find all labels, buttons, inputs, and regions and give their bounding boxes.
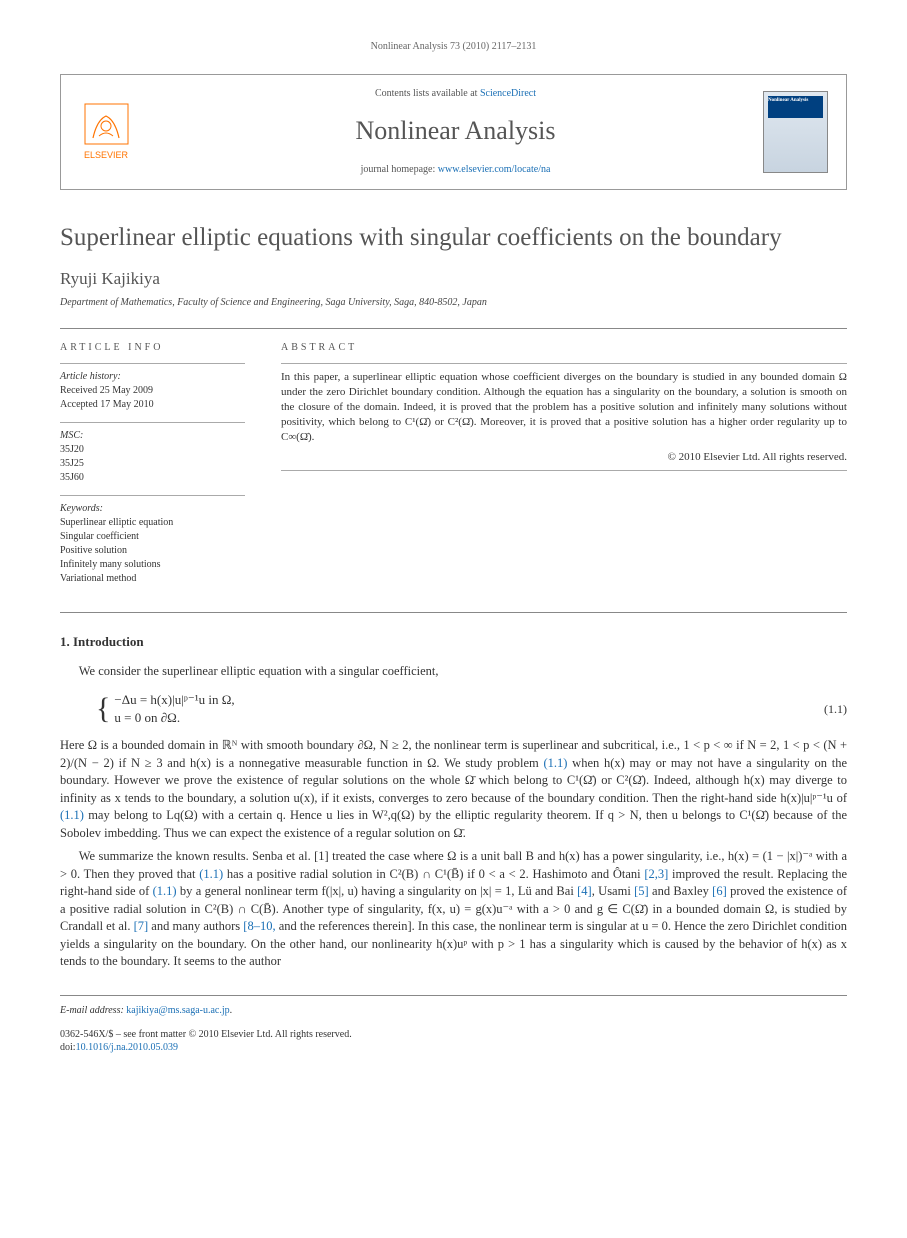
msc-label: MSC:: [60, 429, 245, 443]
text-span: has a positive radial solution in C²(B) …: [223, 867, 644, 881]
info-divider-3: [60, 495, 245, 496]
msc-code: 35J20: [60, 443, 245, 457]
keyword: Positive solution: [60, 544, 245, 558]
text-span: , Usami: [592, 884, 634, 898]
divider-top: [60, 328, 847, 329]
text-span: and many authors: [148, 919, 243, 933]
history-label: Article history:: [60, 370, 245, 384]
publisher-logo-text: ELSEVIER: [84, 150, 129, 160]
brace-icon: {: [96, 694, 110, 724]
divider-mid: [60, 612, 847, 613]
article-title: Superlinear elliptic equations with sing…: [60, 220, 847, 255]
msc-code: 35J25: [60, 457, 245, 471]
footer-email-line: E-mail address: kajikiya@ms.saga-u.ac.jp…: [60, 1004, 847, 1018]
homepage-prefix: journal homepage:: [361, 164, 438, 175]
cite-ref-link[interactable]: [6]: [712, 884, 727, 898]
cover-thumb-title: Nonlinear Analysis: [768, 98, 823, 104]
abstract-divider-top: [281, 363, 847, 364]
equation-1-1: { −Δu = h(x)|u|ᵖ⁻¹u in Ω, u = 0 on ∂Ω. (…: [96, 691, 847, 727]
intro-para-1: We consider the superlinear elliptic equ…: [60, 663, 847, 681]
page-container: Nonlinear Analysis 73 (2010) 2117–2131 E…: [0, 0, 907, 1094]
journal-header-row: ELSEVIER Contents lists available at Sci…: [79, 87, 828, 177]
meta-row: ARTICLE INFO Article history: Received 2…: [60, 341, 847, 596]
equation-body: { −Δu = h(x)|u|ᵖ⁻¹u in Ω, u = 0 on ∂Ω.: [96, 691, 801, 727]
equation-number: (1.1): [801, 701, 847, 718]
cite-ref-link[interactable]: [8–10,: [243, 919, 275, 933]
intro-para-3: We summarize the known results. Senba et…: [60, 848, 847, 971]
keyword: Infinitely many solutions: [60, 558, 245, 572]
abstract-text: In this paper, a superlinear elliptic eq…: [281, 370, 847, 444]
email-link[interactable]: kajikiya@ms.saga-u.ac.jp: [126, 1005, 229, 1016]
eq-ref-link[interactable]: (1.1): [544, 756, 568, 770]
doi-label: doi:: [60, 1042, 76, 1053]
eq-ref-link[interactable]: (1.1): [60, 808, 84, 822]
intro-para-2: Here Ω is a bounded domain in ℝᴺ with sm…: [60, 737, 847, 842]
eq-ref-link[interactable]: (1.1): [153, 884, 177, 898]
publisher-logo: ELSEVIER: [79, 102, 134, 162]
keywords-label: Keywords:: [60, 502, 245, 516]
cite-ref-link[interactable]: [4]: [577, 884, 592, 898]
article-info-column: ARTICLE INFO Article history: Received 2…: [60, 341, 245, 596]
keyword: Superlinear elliptic equation: [60, 516, 245, 530]
keyword: Singular coefficient: [60, 530, 245, 544]
doi-link[interactable]: 10.1016/j.na.2010.05.039: [76, 1042, 179, 1053]
footer-doi-line: doi:10.1016/j.na.2010.05.039: [60, 1041, 847, 1054]
accepted-date: Accepted 17 May 2010: [60, 398, 245, 412]
journal-header-center: Contents lists available at ScienceDirec…: [148, 87, 763, 177]
email-label: E-mail address:: [60, 1005, 126, 1016]
keywords-block: Keywords: Superlinear elliptic equation …: [60, 502, 245, 586]
sciencedirect-link[interactable]: ScienceDirect: [480, 88, 536, 99]
abstract-column: ABSTRACT In this paper, a superlinear el…: [281, 341, 847, 596]
article-info-heading: ARTICLE INFO: [60, 341, 245, 355]
text-span: and Baxley: [649, 884, 712, 898]
text-span: by a general nonlinear term f(|x|, u) ha…: [177, 884, 578, 898]
info-divider-1: [60, 363, 245, 364]
homepage-line: journal homepage: www.elsevier.com/locat…: [148, 163, 763, 177]
contents-line: Contents lists available at ScienceDirec…: [148, 87, 763, 101]
msc-code: 35J60: [60, 471, 245, 485]
info-divider-2: [60, 422, 245, 423]
homepage-link[interactable]: www.elsevier.com/locate/na: [438, 164, 551, 175]
history-block: Article history: Received 25 May 2009 Ac…: [60, 370, 245, 412]
received-date: Received 25 May 2009: [60, 384, 245, 398]
abstract-copyright: © 2010 Elsevier Ltd. All rights reserved…: [281, 450, 847, 465]
eq-ref-link[interactable]: (1.1): [199, 867, 223, 881]
section-heading-intro: 1. Introduction: [60, 633, 847, 651]
cite-ref-link[interactable]: [5]: [634, 884, 649, 898]
journal-header-box: ELSEVIER Contents lists available at Sci…: [60, 74, 847, 190]
contents-prefix: Contents lists available at: [375, 88, 480, 99]
equation-line-1: −Δu = h(x)|u|ᵖ⁻¹u in Ω,: [114, 691, 234, 709]
author-name: Ryuji Kajikiya: [60, 267, 847, 291]
keyword: Variational method: [60, 572, 245, 586]
text-span: may belong to Lq(Ω) with a certain q. He…: [60, 808, 847, 840]
abstract-heading: ABSTRACT: [281, 341, 847, 355]
author-affiliation: Department of Mathematics, Faculty of Sc…: [60, 296, 847, 310]
msc-block: MSC: 35J20 35J25 35J60: [60, 429, 245, 485]
abstract-divider-bottom: [281, 470, 847, 471]
cite-ref-link[interactable]: [7]: [134, 919, 149, 933]
journal-cover-thumbnail: Nonlinear Analysis: [763, 91, 828, 173]
footer-issn-line: 0362-546X/$ – see front matter © 2010 El…: [60, 1028, 847, 1041]
email-suffix: .: [230, 1005, 233, 1016]
running-header: Nonlinear Analysis 73 (2010) 2117–2131: [60, 40, 847, 54]
equation-line-2: u = 0 on ∂Ω.: [114, 709, 234, 727]
journal-name: Nonlinear Analysis: [148, 113, 763, 149]
footer-block: E-mail address: kajikiya@ms.saga-u.ac.jp…: [60, 995, 847, 1054]
cite-ref-link[interactable]: [2,3]: [644, 867, 668, 881]
